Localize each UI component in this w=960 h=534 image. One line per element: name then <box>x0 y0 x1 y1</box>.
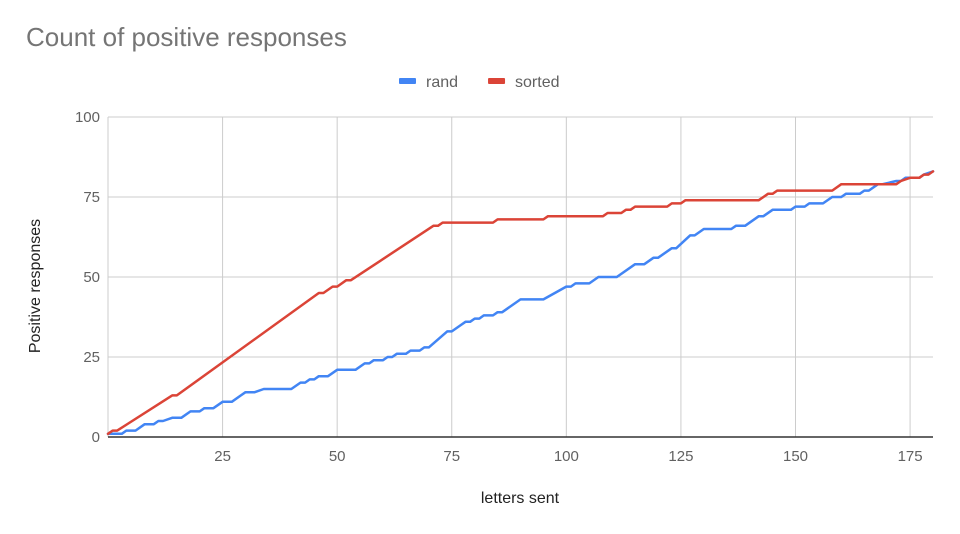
series-lines <box>106 170 935 436</box>
legend-label-rand: rand <box>426 74 458 91</box>
x-tick-label: 25 <box>214 448 231 465</box>
legend: rand sorted <box>399 74 560 91</box>
x-axis-title: letters sent <box>481 490 560 507</box>
series-line-rand <box>106 170 935 436</box>
legend-swatch-rand <box>399 78 416 84</box>
legend-label-sorted: sorted <box>515 74 559 91</box>
y-tick-label: 50 <box>83 269 100 286</box>
y-tick-label: 100 <box>75 109 100 126</box>
y-tick-label: 75 <box>83 189 100 206</box>
x-tick-label: 100 <box>554 448 579 465</box>
x-tick-label: 125 <box>668 448 693 465</box>
y-tick-label: 0 <box>92 429 100 446</box>
y-tick-label: 25 <box>83 349 100 366</box>
chart-title: Count of positive responses <box>26 22 347 52</box>
y-tick-labels: 0 25 50 75 100 <box>75 109 100 446</box>
gridlines <box>107 116 933 437</box>
series-line-sorted <box>106 170 935 436</box>
x-tick-label: 150 <box>783 448 808 465</box>
x-tick-label: 50 <box>329 448 346 465</box>
legend-swatch-sorted <box>488 78 506 84</box>
x-tick-labels: 25 50 75 100 125 150 175 <box>214 448 922 465</box>
x-tick-label: 175 <box>898 448 923 465</box>
y-axis-title: Positive responses <box>27 219 44 353</box>
x-tick-label: 75 <box>443 448 460 465</box>
